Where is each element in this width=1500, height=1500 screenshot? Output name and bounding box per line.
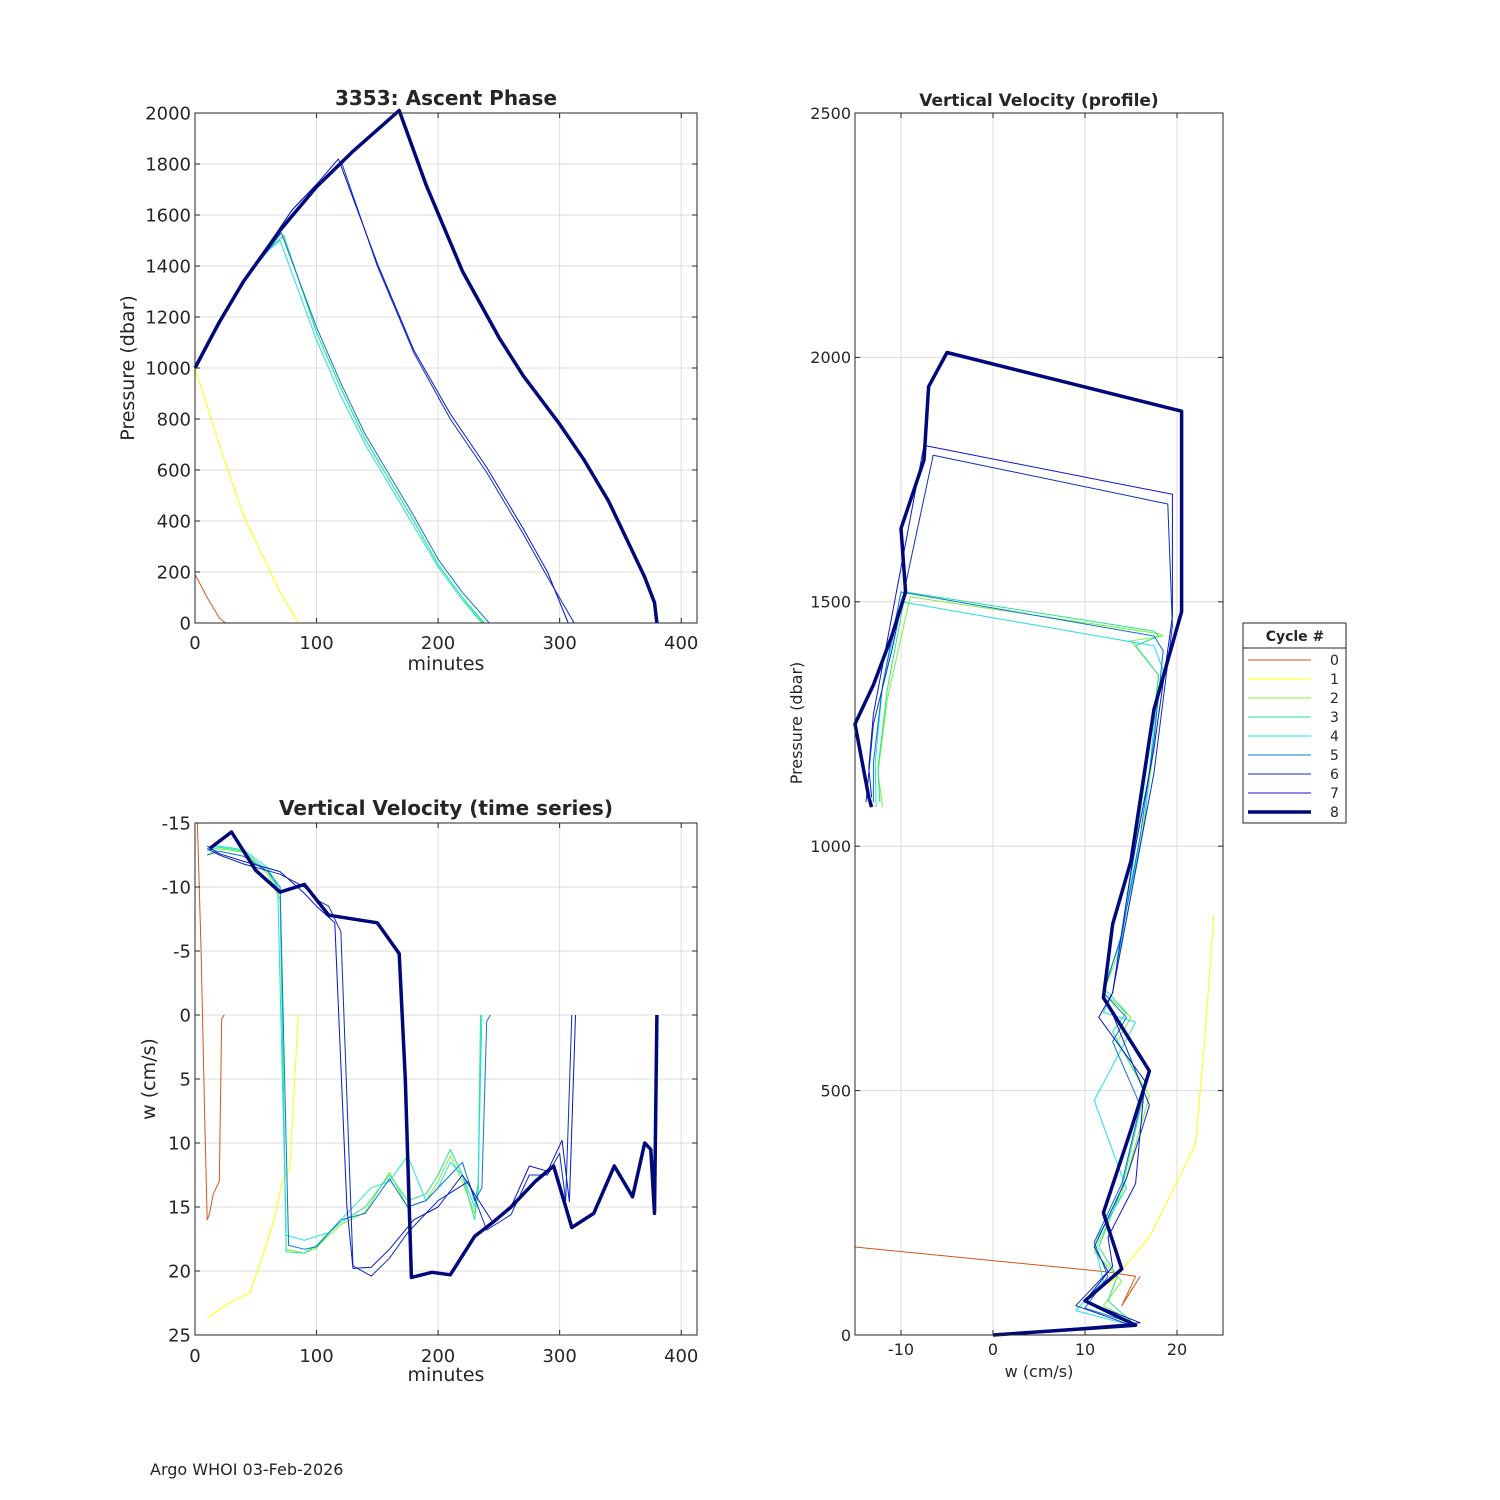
ascent-x-tick-label: 400 (664, 633, 698, 654)
timeseries-series-cycle-5 (207, 850, 491, 1250)
profile-x-tick-label: -10 (888, 1340, 914, 1359)
profile-chart-title: Vertical Velocity (profile) (919, 91, 1158, 111)
timeseries-series-cycle-6 (206, 848, 573, 1277)
profile-x-label: w (cm/s) (1005, 1362, 1074, 1381)
ascent-x-tick-label: 0 (189, 633, 200, 654)
ascent-y-tick-label: 0 (180, 613, 191, 634)
ascent-series (193, 108, 659, 624)
ascent-x-tick-label: 300 (542, 633, 576, 654)
ascent-chart-title: 3353: Ascent Phase (335, 86, 557, 110)
ascent-y-tick-label: 1400 (145, 256, 191, 277)
legend-label-cycle-3: 3 (1330, 710, 1339, 726)
timeseries-series-cycle-0 (196, 822, 225, 1221)
profile-series (853, 350, 1215, 1337)
legend-title: Cycle # (1266, 629, 1325, 645)
ascent-axes (194, 112, 697, 624)
ascent-series-cycle-1 (194, 367, 299, 624)
timeseries-y-tick-label: 20 (168, 1261, 191, 1282)
profile-x-tick-label: 10 (1075, 1340, 1095, 1359)
ascent-series-cycle-8 (193, 108, 659, 624)
timeseries-y-tick-label: 15 (168, 1197, 191, 1218)
legend-box (1242, 622, 1347, 824)
legend-label-cycle-6: 6 (1330, 767, 1339, 783)
timeseries-series-cycle-8 (208, 830, 659, 1280)
legend-label-cycle-2: 2 (1330, 691, 1339, 707)
profile-y-tick-label: 1000 (810, 837, 851, 856)
timeseries-series (196, 822, 659, 1319)
ascent-series-cycle-6 (194, 163, 575, 624)
ascent-x-label: minutes (408, 653, 485, 675)
footer-credit: Argo WHOI 03-Feb-2026 (150, 1460, 344, 1479)
cycle-legend: Cycle # 0 1 2 3 4 5 6 7 8 (1242, 622, 1347, 824)
profile-series-cycle-7 (868, 444, 1173, 1336)
profile-y-tick-label: 0 (841, 1326, 851, 1345)
timeseries-y-tick-label: -15 (162, 813, 191, 834)
profile-x-tick-label: 0 (988, 1340, 998, 1359)
timeseries-y-label: w (cm/s) (138, 1038, 160, 1120)
timeseries-y-tick-label: -10 (162, 877, 191, 898)
timeseries-series-cycle-3 (207, 846, 482, 1254)
profile-y-tick-label: 1500 (810, 593, 851, 612)
timeseries-x-tick-label: 400 (664, 1346, 698, 1367)
ascent-x-tick-label: 100 (299, 633, 333, 654)
ascent-x-tick-label: 200 (421, 633, 455, 654)
profile-series-cycle-5 (872, 591, 1164, 1324)
timeseries-y-tick-label: 10 (168, 1133, 191, 1154)
velocity-time-series-chart: Vertical Velocity (time series) minutes … (138, 796, 698, 1386)
ascent-y-tick-label: 1600 (145, 205, 191, 226)
ascent-phase-chart: 3353: Ascent Phase minutes Pressure (dba… (117, 86, 698, 675)
ascent-y-tick-label: 1800 (145, 154, 191, 175)
ascent-y-tick-label: 400 (157, 511, 191, 532)
timeseries-axes (194, 822, 697, 1336)
legend-label-cycle-1: 1 (1330, 672, 1339, 688)
ascent-series-cycle-0 (194, 574, 226, 624)
legend-label-cycle-8: 8 (1330, 805, 1339, 821)
legend-label-cycle-5: 5 (1330, 748, 1339, 764)
timeseries-series-cycle-7 (206, 845, 576, 1269)
timeseries-y-tick-label: 5 (180, 1069, 191, 1090)
ascent-y-tick-label: 1000 (145, 358, 191, 379)
timeseries-y-tick-label: 25 (168, 1325, 191, 1346)
timeseries-x-label: minutes (408, 1364, 485, 1386)
velocity-profile-chart: Vertical Velocity (profile) w (cm/s) Pre… (787, 91, 1224, 1381)
timeseries-y-tick-label: 0 (180, 1005, 191, 1026)
timeseries-x-tick-label: 100 (299, 1346, 333, 1367)
profile-x-tick-label: 20 (1167, 1340, 1187, 1359)
profile-series-cycle-8 (853, 350, 1184, 1337)
ascent-series-cycle-7 (194, 158, 569, 624)
ascent-y-tick-label: 200 (157, 562, 191, 583)
timeseries-chart-title: Vertical Velocity (time series) (279, 796, 613, 820)
ascent-y-tick-label: 600 (157, 460, 191, 481)
profile-series-cycle-0 (854, 1246, 1141, 1307)
profile-series-cycle-3 (877, 591, 1160, 1326)
profile-y-label: Pressure (dbar) (787, 662, 806, 785)
legend-label-cycle-4: 4 (1330, 729, 1339, 745)
ascent-y-tick-label: 2000 (145, 103, 191, 124)
profile-y-tick-label: 2500 (810, 104, 851, 123)
profile-y-tick-label: 2000 (810, 348, 851, 367)
profile-series-cycle-2 (877, 596, 1164, 1321)
ascent-y-tick-label: 1200 (145, 307, 191, 328)
timeseries-x-tick-label: 0 (189, 1346, 200, 1367)
profile-series-cycle-1 (1107, 914, 1215, 1287)
timeseries-y-tick-label: -5 (173, 941, 191, 962)
profile-axes (855, 112, 1223, 1336)
ascent-y-label: Pressure (dbar) (117, 295, 139, 441)
timeseries-x-tick-label: 200 (421, 1346, 455, 1367)
legend-label-cycle-7: 7 (1330, 786, 1339, 802)
timeseries-series-cycle-2 (206, 848, 482, 1254)
legend-label-cycle-0: 0 (1330, 653, 1339, 669)
profile-plot-frame (854, 112, 1224, 1336)
ascent-y-tick-label: 800 (157, 409, 191, 430)
profile-series-cycle-6 (865, 454, 1173, 1336)
timeseries-x-tick-label: 300 (542, 1346, 576, 1367)
profile-y-tick-label: 500 (820, 1081, 851, 1100)
ascent-series-cycle-3 (194, 234, 485, 624)
